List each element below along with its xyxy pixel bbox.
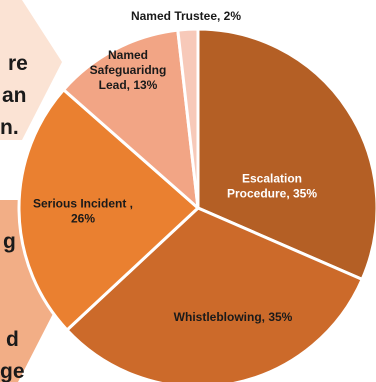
slice-label: Named Safeguaridng Lead, 13% <box>90 48 167 92</box>
pie-labels: Escalation Procedure, 35% Whistleblowing, … <box>33 9 317 324</box>
slice-label-line: Safeguaridng <box>90 63 167 77</box>
bg-text-fragment: an <box>2 84 27 107</box>
slice-label: Serious Incident , 26% <box>33 197 133 226</box>
bg-text-fragment: g <box>3 230 16 253</box>
slice-label-line: Serious Incident , <box>33 197 133 211</box>
slice-label: Whistleblowing, 35% <box>174 310 293 324</box>
pie-slices <box>17 27 376 382</box>
slice-label-line: Whistleblowing, 35% <box>174 310 293 324</box>
slice-label: Named Trustee, 2% <box>131 9 241 23</box>
slice-label-line: Procedure, 35% <box>227 187 317 201</box>
bg-text-fragment: n. <box>0 116 19 139</box>
pie-slice-named-trustee <box>176 27 200 210</box>
slice-label-line: Named <box>108 48 148 62</box>
bg-arrow-shape-bottom <box>0 200 60 382</box>
pie-slice-named-safeguaridng-lead <box>62 28 200 210</box>
bg-arrow-shape-top <box>0 0 62 140</box>
slice-label-line: Escalation <box>242 172 302 186</box>
pie-slice-serious-incident <box>17 88 200 332</box>
slice-label: Escalation Procedure, 35% <box>227 172 317 201</box>
bg-text-fragment: d <box>6 328 19 351</box>
pie-slice-escalation-procedure <box>196 27 376 281</box>
pie-slice-whistleblowing <box>65 206 364 382</box>
slice-label-line: Named Trustee, 2% <box>131 9 241 23</box>
bg-text-fragment: ge <box>0 360 25 382</box>
slice-label-line: 26% <box>71 212 95 226</box>
bg-text-fragment: re <box>8 52 28 75</box>
slice-label-line: Lead, 13% <box>99 78 158 92</box>
